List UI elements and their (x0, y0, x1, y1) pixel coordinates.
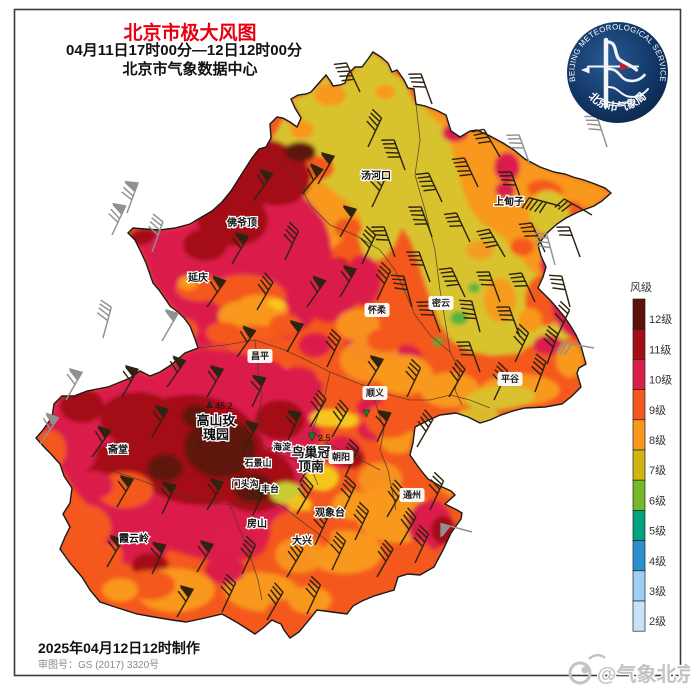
svg-text:审图号：GS (2017) 3320号: 审图号：GS (2017) 3320号 (38, 658, 159, 671)
svg-text:昌平: 昌平 (251, 351, 269, 361)
svg-text:门头沟: 门头沟 (231, 478, 258, 489)
svg-text:北京市气象数据中心: 北京市气象数据中心 (122, 60, 257, 78)
svg-text:10级: 10级 (649, 374, 672, 387)
svg-text:斋堂: 斋堂 (107, 443, 128, 456)
svg-text:通州: 通州 (403, 489, 421, 500)
svg-text:2级: 2级 (649, 615, 666, 628)
svg-text:顺义: 顺义 (366, 387, 385, 398)
svg-text:@气象北京: @气象北京 (597, 662, 690, 686)
svg-text:海淀: 海淀 (273, 441, 292, 452)
svg-text:平谷: 平谷 (501, 373, 520, 384)
svg-text:04月11日17时00分—12日12时00分: 04月11日17时00分—12日12时00分 (66, 42, 302, 59)
svg-text:怀柔: 怀柔 (368, 304, 387, 315)
svg-text:北京市极大风图: 北京市极大风图 (123, 21, 256, 44)
svg-text:大兴: 大兴 (292, 534, 312, 547)
svg-text:顶南: 顶南 (298, 459, 324, 474)
svg-text:观象台: 观象台 (315, 506, 345, 519)
svg-text:佛爷顶: 佛爷顶 (226, 216, 257, 229)
svg-text:汤河口: 汤河口 (361, 169, 391, 182)
svg-text:霞云岭: 霞云岭 (119, 532, 149, 545)
svg-text:上甸子: 上甸子 (494, 195, 524, 208)
svg-text:45.2: 45.2 (215, 401, 233, 411)
svg-text:瑰园: 瑰园 (203, 427, 229, 442)
svg-text:房山: 房山 (247, 517, 267, 530)
svg-text:石景山: 石景山 (243, 457, 271, 468)
svg-text:5级: 5级 (649, 525, 666, 538)
svg-text:高山玫: 高山玫 (196, 413, 236, 428)
svg-text:9级: 9级 (649, 404, 666, 417)
svg-text:延庆: 延庆 (187, 271, 208, 284)
svg-text:2025年04月12日12时制作: 2025年04月12日12时制作 (38, 640, 200, 656)
svg-text:风级: 风级 (630, 281, 652, 294)
svg-text:11级: 11级 (649, 343, 671, 356)
svg-text:3级: 3级 (649, 585, 666, 598)
svg-text:8级: 8级 (649, 434, 666, 447)
svg-text:丰台: 丰台 (261, 483, 279, 494)
svg-text:6级: 6级 (649, 494, 666, 507)
svg-text:朝阳: 朝阳 (332, 451, 350, 462)
svg-text:2.5: 2.5 (318, 433, 331, 443)
svg-text:7级: 7级 (649, 464, 666, 477)
svg-text:4级: 4级 (649, 555, 666, 568)
svg-text:鸟巢冠: 鸟巢冠 (291, 445, 330, 460)
svg-text:密云: 密云 (431, 297, 450, 308)
svg-text:12级: 12级 (649, 313, 672, 326)
